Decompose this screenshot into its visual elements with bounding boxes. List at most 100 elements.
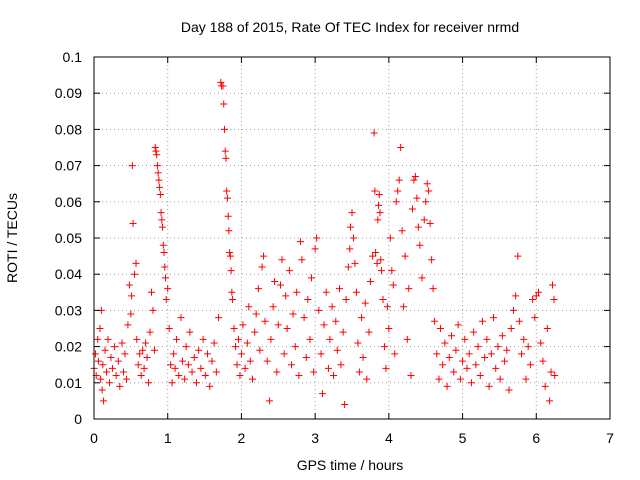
- data-point: [258, 263, 266, 271]
- data-point: [373, 259, 381, 267]
- data-point: [366, 277, 374, 285]
- data-point: [371, 187, 379, 195]
- data-point: [494, 343, 502, 351]
- data-point: [107, 353, 115, 361]
- data-point: [452, 346, 460, 354]
- data-point: [414, 223, 422, 231]
- data-point: [342, 296, 350, 304]
- data-point: [385, 325, 393, 332]
- data-point: [103, 368, 111, 376]
- data-point: [147, 288, 155, 296]
- data-point: [401, 252, 409, 260]
- data-point: [420, 216, 428, 224]
- data-point: [146, 328, 154, 336]
- data-point: [224, 212, 232, 220]
- data-point: [487, 350, 495, 358]
- data-point: [104, 335, 112, 343]
- data-point: [269, 303, 277, 311]
- data-point: [184, 361, 192, 369]
- data-point: [154, 169, 162, 177]
- data-point: [145, 379, 153, 387]
- data-point: [346, 245, 354, 253]
- axis-ticks: [93, 56, 611, 420]
- data-point: [328, 303, 336, 311]
- data-point: [341, 401, 349, 409]
- data-point: [239, 321, 247, 329]
- data-point: [162, 296, 170, 304]
- data-point: [101, 346, 109, 354]
- data-point: [234, 335, 242, 343]
- data-point: [505, 386, 513, 394]
- data-point: [161, 263, 169, 271]
- data-point: [507, 325, 515, 332]
- data-point: [254, 285, 262, 293]
- data-point: [99, 361, 107, 369]
- data-point: [335, 285, 343, 293]
- data-point: [411, 172, 419, 180]
- data-point: [339, 328, 347, 336]
- data-point: [195, 346, 203, 354]
- x-tick-label: 3: [311, 430, 319, 446]
- data-point: [443, 382, 451, 390]
- data-point: [332, 317, 340, 325]
- data-point: [219, 82, 227, 90]
- data-point: [233, 361, 241, 369]
- data-point: [379, 296, 387, 304]
- data-point: [225, 227, 233, 235]
- data-point: [285, 267, 293, 275]
- data-point: [230, 325, 238, 332]
- data-point: [435, 375, 443, 383]
- x-axis-label: GPS time / hours: [297, 457, 404, 473]
- data-point: [541, 382, 549, 390]
- data-point: [370, 129, 378, 137]
- y-tick-labels: 0 0.01 0.02 0.03 0.04 0.05 0.06 0.07 0.08 0.09 0.1: [55, 49, 82, 427]
- data-point: [413, 194, 421, 202]
- data-point: [232, 343, 240, 351]
- data-point: [418, 274, 426, 282]
- data-point: [310, 368, 318, 376]
- data-point: [256, 346, 264, 354]
- data-point: [261, 317, 269, 325]
- data-point: [175, 372, 183, 380]
- data-point: [212, 368, 220, 376]
- data-point: [354, 339, 362, 347]
- data-point: [260, 252, 268, 260]
- data-point: [445, 353, 453, 361]
- data-point: [355, 368, 363, 376]
- data-point: [168, 379, 176, 387]
- data-point: [125, 281, 133, 289]
- data-point: [465, 350, 473, 358]
- data-point: [94, 357, 102, 365]
- data-point: [474, 343, 482, 351]
- data-point: [208, 357, 216, 365]
- data-point: [306, 335, 314, 343]
- x-tick-label: 5: [459, 430, 467, 446]
- data-point: [501, 357, 509, 365]
- data-point: [248, 375, 256, 383]
- data-point: [296, 238, 304, 246]
- data-point: [157, 209, 165, 217]
- data-point: [300, 314, 308, 322]
- data-point: [515, 317, 523, 325]
- y-tick-label: 0.06: [55, 194, 82, 210]
- data-point: [375, 191, 383, 199]
- data-point: [377, 267, 385, 275]
- data-point: [153, 162, 161, 170]
- x-tick-label: 1: [164, 430, 172, 446]
- data-point: [133, 335, 141, 343]
- data-point: [423, 180, 431, 188]
- data-point: [389, 281, 397, 289]
- data-point: [263, 357, 271, 365]
- data-point: [280, 350, 288, 358]
- data-point: [476, 372, 484, 380]
- data-point: [485, 382, 493, 390]
- data-point: [429, 285, 437, 293]
- x-tick-label: 0: [90, 430, 98, 446]
- data-point: [222, 154, 230, 162]
- data-point: [546, 397, 554, 405]
- data-point: [265, 397, 273, 405]
- data-point: [311, 245, 319, 253]
- data-point: [478, 317, 486, 325]
- data-point: [349, 234, 357, 242]
